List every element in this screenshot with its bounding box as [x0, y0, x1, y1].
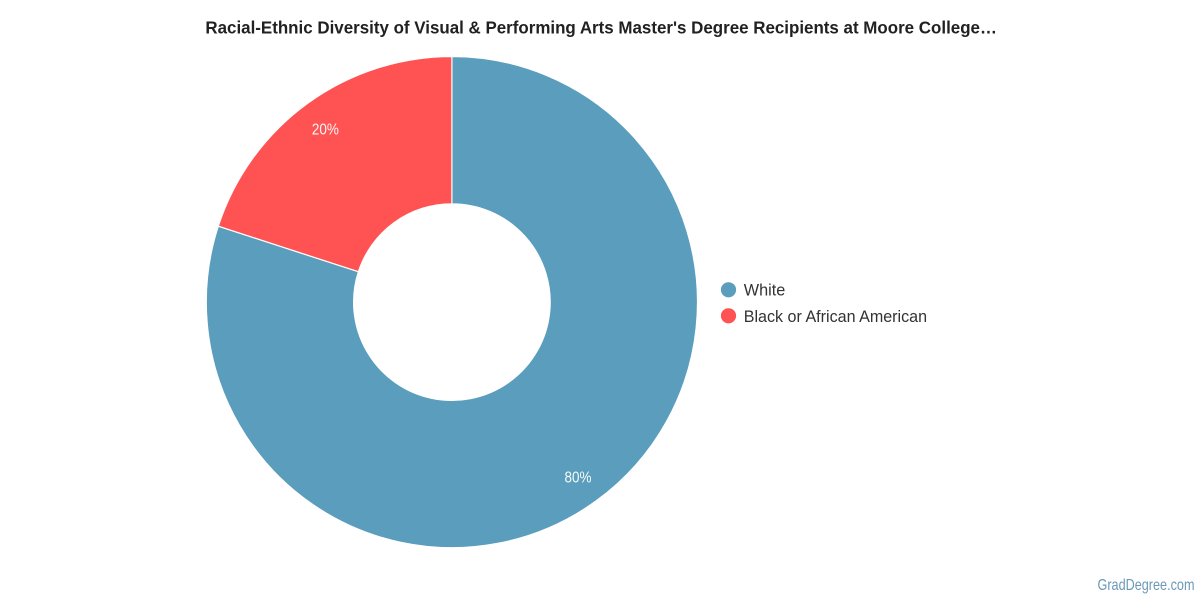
svg-text:GradDegree.com: GradDegree.com — [1098, 577, 1195, 594]
svg-text:20%: 20% — [312, 122, 339, 139]
svg-text:80%: 80% — [565, 470, 592, 487]
svg-text:Black or African American: Black or African American — [744, 308, 927, 326]
svg-text:White: White — [744, 282, 786, 300]
svg-text:Racial-Ethnic Diversity of Vis: Racial-Ethnic Diversity of Visual & Perf… — [205, 18, 997, 38]
